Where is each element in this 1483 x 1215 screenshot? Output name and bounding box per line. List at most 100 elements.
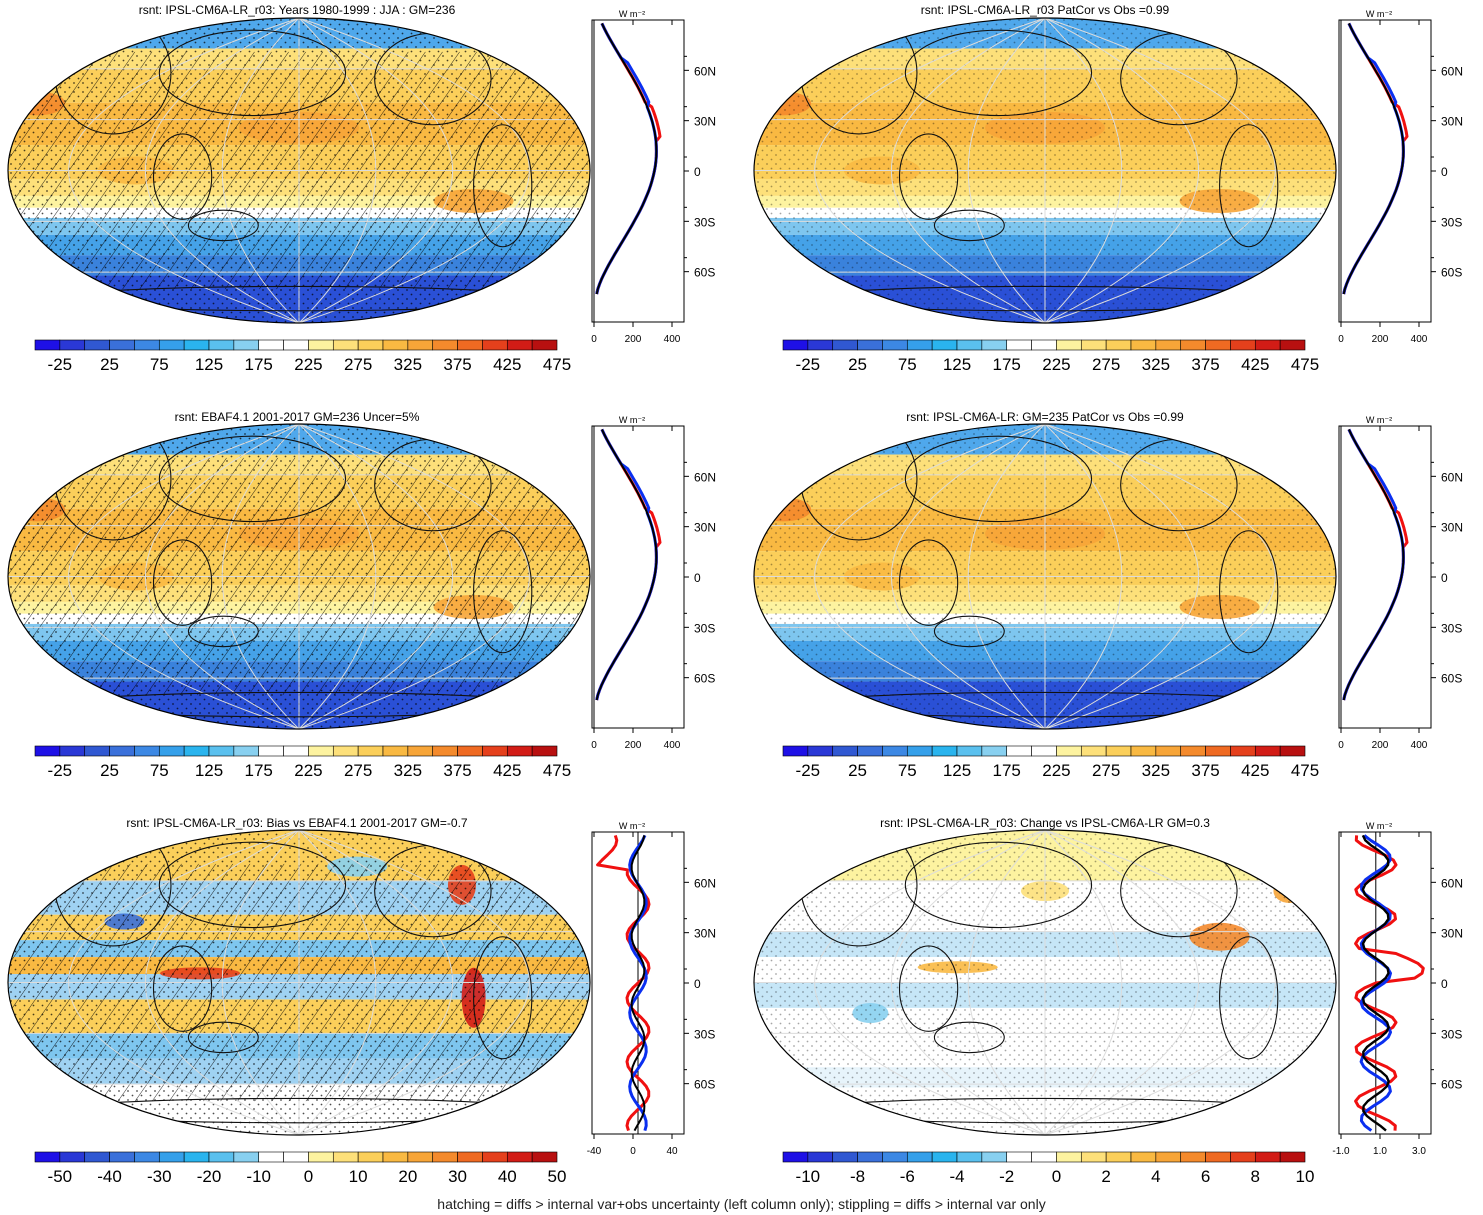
profile-unit-label: W m⁻² [1366,415,1392,425]
panel-title-mid-right: rsnt: IPSL-CM6A-LR: GM=235 PatCor vs Obs… [906,410,1184,424]
colorbar-tick-label: 275 [1091,355,1121,374]
colorbar-tick-label: -10 [795,1167,821,1186]
colorbar-tick-label: 325 [1141,761,1171,780]
profile-x-tick-label: 400 [664,334,681,345]
colorbar-tick-label: 175 [244,761,273,780]
map-border [7,829,591,1136]
colorbar-tick-label: 75 [149,761,169,780]
colorbar-tick-label: 25 [100,355,120,374]
colorbar-tick-label: -4 [949,1167,965,1186]
colorbar-tick-label: -8 [850,1167,866,1186]
profile-unit-label: W m⁻² [619,821,645,831]
colorbar-tick-label: 475 [542,761,572,780]
colorbar-tick-label: -40 [97,1167,122,1186]
panel-title-top-left: rsnt: IPSL-CM6A-LR_r03: Years 1980-1999 … [138,3,456,17]
colorbar-tick-label: 425 [1241,355,1270,374]
latitude-tick-label: 60S [694,1078,715,1092]
panel-title-top-right: rsnt: IPSL-CM6A-LR_r03 PatCor vs Obs =0.… [920,3,1170,17]
map-field [754,424,1336,729]
colorbar-tick-label: -50 [47,1167,73,1186]
profile-x-tick-label: -1.0 [1332,1146,1350,1157]
colorbar-tick-label: -25 [795,761,821,780]
latitude-tick-label: 0 [1441,571,1448,585]
latitude-tick-label: 30N [1441,521,1463,535]
panel-title-mid-left: rsnt: EBAF4.1 2001-2017 GM=236 Uncer=5% [174,410,420,424]
map-field [754,18,1336,323]
colorbar-tick-label: 10 [348,1167,368,1186]
colorbar-tick-label: 125 [942,761,972,780]
profile-x-tick-label: 1.0 [1373,1146,1387,1157]
colorbar-tick-label: 475 [1290,761,1320,780]
colorbar-tr [782,339,1306,351]
latitude-tick-label: 30S [1441,215,1462,229]
latitude-tick-label: 30N [694,115,716,129]
colorbar-tick-label: 2 [1101,1167,1111,1186]
colorbar-tick-label: 375 [443,761,472,780]
colorbar-tick-label: 4 [1151,1167,1161,1186]
colorbar-tick-label: 75 [897,355,917,374]
colorbar-tick-label: -30 [146,1167,172,1186]
latitude-tick-label: 30S [1441,1027,1462,1041]
map-panel-tl [7,17,591,324]
colorbar-tick-label: 125 [194,355,224,374]
colorbar-tick-label: 30 [448,1167,468,1186]
colorbar-tick-label: 25 [100,761,120,780]
latitude-tick-label: 30N [1441,927,1463,941]
colorbar-tick-label: 275 [1091,761,1121,780]
colorbar-tick-label: 375 [1191,355,1220,374]
profile-unit-label: W m⁻² [619,415,645,425]
latitude-tick-label: 60N [694,470,716,484]
colorbar-tick-label: 375 [443,355,472,374]
latitude-tick-label: 30N [694,927,716,941]
colorbar-tick-label: 125 [194,761,224,780]
colorbar-tick-label: 0 [1051,1167,1062,1186]
zonal-profile-mr: W m⁻² 60N 30N 0 30S 60S 0 200 400 [1338,415,1463,751]
colorbar-tick-label: 475 [1290,355,1320,374]
profile-unit-label: W m⁻² [1366,821,1392,831]
latitude-tick-label: 60S [694,266,715,280]
latitude-tick-label: 30N [694,521,716,535]
zonal-profile-tl: W m⁻² 60N 30N 0 30S 60S 0 200 400 [591,9,716,345]
colorbar-tick-label: -10 [246,1167,271,1186]
colorbar-tick-label: 225 [1042,761,1071,780]
latitude-tick-label: 60S [1441,1078,1462,1092]
colorbar-tick-label: 25 [848,355,868,374]
latitude-tick-label: 30S [694,1027,715,1041]
colorbar-tick-label: 10 [1295,1167,1315,1186]
colorbar-tick-label: 325 [1141,355,1171,374]
colorbar-tick-label: 225 [1042,355,1071,374]
map-border [753,423,1337,730]
map-field [754,830,1336,1135]
profile-x-tick-label: 200 [625,740,642,751]
profile-x-tick-label: 200 [1372,740,1389,751]
latitude-tick-label: 30S [694,621,715,635]
colorbar-tick-label: 75 [897,761,917,780]
profile-x-tick-label: 0 [1338,740,1344,751]
colorbar-tick-label: 175 [992,761,1021,780]
zonal-profile-ml: W m⁻² 60N 30N 0 30S 60S 0 200 400 [591,415,716,751]
profile-x-tick-label: 0 [591,740,597,751]
map-border [7,17,591,324]
colorbar-tick-label: -20 [196,1167,222,1186]
colorbar-tick-label: 375 [1191,761,1220,780]
colorbar-tick-label: 20 [398,1167,418,1186]
map-border [753,829,1337,1136]
latitude-tick-label: 60S [1441,266,1462,280]
latitude-tick-label: 30N [1441,115,1463,129]
latitude-tick-label: 60S [1441,672,1462,686]
latitude-tick-label: 30S [694,215,715,229]
map-field [8,830,590,1135]
latitude-tick-label: 0 [1441,977,1448,991]
map-border [753,17,1337,324]
profile-x-tick-label: 0 [1338,334,1344,345]
profile-x-tick-label: 0 [630,1146,636,1157]
colorbar-tick-label: 425 [493,761,522,780]
colorbar-tick-label: 275 [343,761,373,780]
panel-title-bottom-right: rsnt: IPSL-CM6A-LR_r03: Change vs IPSL-C… [880,816,1210,830]
profile-x-tick-label: -40 [587,1146,602,1157]
latitude-tick-label: 60N [1441,876,1463,890]
colorbar-tick-label: -2 [999,1167,1015,1186]
profile-x-tick-label: 200 [1372,334,1389,345]
map-field [8,18,590,323]
